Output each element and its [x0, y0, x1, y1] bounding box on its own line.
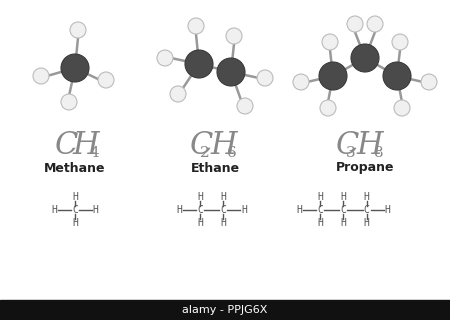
Text: H: H [385, 205, 391, 215]
Circle shape [217, 58, 245, 86]
Text: 2: 2 [200, 146, 210, 160]
Text: H: H [220, 218, 226, 228]
Circle shape [157, 50, 173, 66]
Text: C: C [55, 131, 78, 162]
Circle shape [185, 50, 213, 78]
Text: H: H [72, 192, 78, 202]
Text: H: H [241, 205, 247, 215]
Text: 4: 4 [89, 146, 99, 160]
Circle shape [392, 34, 408, 50]
Text: H: H [341, 192, 346, 202]
Text: H: H [220, 192, 226, 202]
Text: H: H [72, 131, 99, 162]
Text: H: H [341, 218, 346, 228]
Circle shape [351, 44, 379, 72]
Circle shape [98, 72, 114, 88]
Circle shape [319, 62, 347, 90]
Text: H: H [317, 192, 323, 202]
Circle shape [237, 98, 253, 114]
Text: H: H [197, 218, 203, 228]
Text: C: C [341, 205, 346, 215]
Circle shape [170, 86, 186, 102]
Text: C: C [72, 205, 78, 215]
Circle shape [394, 100, 410, 116]
Text: H: H [51, 205, 57, 215]
Text: C: C [364, 205, 370, 215]
Circle shape [322, 34, 338, 50]
Text: Ethane: Ethane [190, 162, 239, 174]
Circle shape [293, 74, 309, 90]
Text: H: H [93, 205, 99, 215]
Circle shape [33, 68, 49, 84]
Circle shape [61, 94, 77, 110]
Text: H: H [317, 218, 323, 228]
Circle shape [61, 54, 89, 82]
Text: H: H [296, 205, 302, 215]
Circle shape [367, 16, 383, 32]
Circle shape [257, 70, 273, 86]
Circle shape [347, 16, 363, 32]
Text: H: H [197, 192, 203, 202]
Circle shape [383, 62, 411, 90]
Circle shape [188, 18, 204, 34]
Bar [0, 300, 450, 320]
Text: H: H [356, 131, 382, 162]
Text: C: C [220, 205, 226, 215]
Circle shape [421, 74, 437, 90]
Text: Methane: Methane [44, 162, 106, 174]
Circle shape [70, 22, 86, 38]
Text: H: H [364, 192, 370, 202]
Text: C: C [197, 205, 203, 215]
Text: C: C [336, 131, 360, 162]
Text: 6: 6 [227, 146, 237, 160]
Text: H: H [364, 218, 370, 228]
Text: 3: 3 [346, 146, 356, 160]
Text: 8: 8 [374, 146, 383, 160]
Text: H: H [176, 205, 182, 215]
Text: alamy - PPJG6X: alamy - PPJG6X [182, 305, 268, 315]
Text: C: C [317, 205, 323, 215]
Text: C: C [190, 131, 213, 162]
Circle shape [320, 100, 336, 116]
Text: H: H [72, 218, 78, 228]
Text: H: H [210, 131, 237, 162]
Circle shape [226, 28, 242, 44]
Text: Propane: Propane [336, 162, 394, 174]
